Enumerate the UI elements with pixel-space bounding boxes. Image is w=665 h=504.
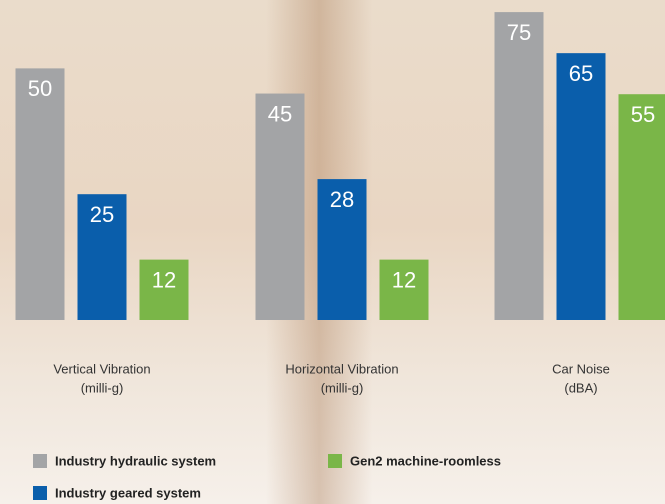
chart: 50 25 12 Vertical Vibration (milli-g) 45 28 12 H… xyxy=(0,0,665,504)
page: 50 25 12 Vertical Vibration (milli-g) 45 28 12 H… xyxy=(0,0,665,504)
x-label: (dBA) xyxy=(564,380,597,395)
value-label: 55 xyxy=(631,102,655,127)
legend-label: Gen2 machine-roomless xyxy=(350,453,501,468)
x-label: (milli-g) xyxy=(321,380,364,395)
x-label: Horizontal Vibration xyxy=(285,361,398,376)
bar xyxy=(557,53,606,320)
value-label: 28 xyxy=(330,187,354,212)
legend-swatch xyxy=(33,486,47,500)
x-label: (milli-g) xyxy=(81,380,124,395)
bar xyxy=(619,94,665,320)
legend-swatch xyxy=(33,454,47,468)
legend-label: Industry hydraulic system xyxy=(55,453,216,468)
bar xyxy=(495,12,544,320)
bar xyxy=(256,94,305,320)
value-label: 45 xyxy=(268,101,292,126)
value-label: 25 xyxy=(90,202,114,227)
value-label: 12 xyxy=(392,267,416,292)
value-label: 50 xyxy=(28,76,52,101)
legend-label: Industry geared system xyxy=(55,485,201,500)
x-label: Car Noise xyxy=(552,361,610,376)
value-label: 65 xyxy=(569,61,593,86)
x-label: Vertical Vibration xyxy=(53,361,150,376)
legend-swatch xyxy=(328,454,342,468)
value-label: 12 xyxy=(152,267,176,292)
value-label: 75 xyxy=(507,20,531,45)
bar xyxy=(16,68,65,320)
